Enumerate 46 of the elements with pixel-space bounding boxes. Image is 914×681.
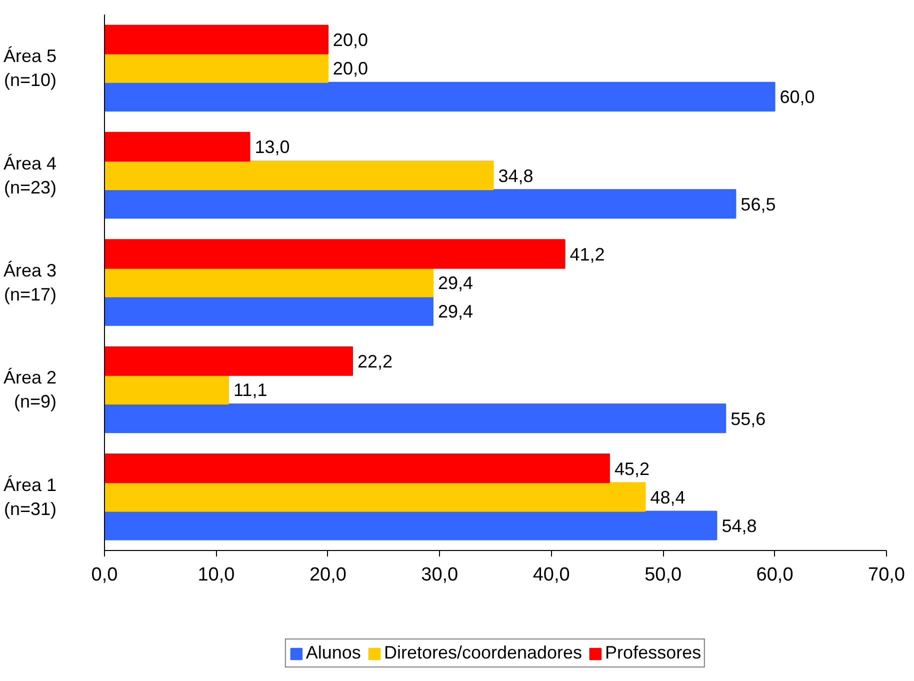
data-label: 29,4 (438, 302, 473, 322)
bar (104, 296, 434, 326)
y-tick-label: Área 5 (n=10) (3, 46, 57, 90)
y-tick-label: Área 1 (n=31) (3, 474, 57, 519)
y-tick-label: Área 3 (n=17) (3, 260, 57, 304)
legend-label: Diretores/coordenadores (384, 642, 582, 664)
data-label: 13,0 (254, 137, 290, 158)
bar (104, 454, 610, 484)
y-tick-label: Área 4 (n=23) (3, 153, 57, 198)
data-label: 34,8 (498, 166, 534, 186)
x-tick-label: 50,0 (644, 564, 682, 586)
x-tick-label: 30,0 (421, 564, 458, 586)
bar (104, 24, 328, 54)
y-tick-label: Área 2 (n=9) (3, 368, 57, 412)
data-label: 20,0 (332, 30, 368, 50)
bar (104, 53, 328, 83)
bar (104, 189, 736, 219)
x-tick-label: 20,0 (309, 564, 346, 586)
data-label: 60,0 (780, 87, 815, 108)
x-tick-label: 60,0 (756, 564, 794, 586)
x-tick-label: 10,0 (198, 564, 235, 586)
bar (104, 239, 566, 269)
x-tick-label: 0,0 (91, 564, 118, 586)
bar (104, 268, 434, 298)
bar (104, 346, 354, 376)
data-label: 56,5 (740, 194, 776, 214)
bar (104, 482, 646, 512)
data-label: 20,0 (332, 58, 368, 79)
x-tick-label: 70,0 (868, 564, 905, 586)
legend-label: Professores (605, 642, 702, 664)
data-label: 41,2 (570, 244, 605, 264)
bar (104, 132, 250, 162)
data-label: 54,8 (722, 516, 757, 536)
x-tick-label: 40,0 (532, 564, 570, 586)
data-label: 55,6 (730, 408, 766, 429)
bar (104, 510, 718, 540)
bar (104, 160, 494, 190)
legend-label: Alunos (306, 642, 361, 664)
data-label: 48,4 (650, 487, 686, 508)
bar (104, 403, 726, 434)
data-label: 11,1 (234, 380, 268, 400)
bar (104, 82, 776, 112)
data-label: 45,2 (614, 458, 650, 479)
data-label: 29,4 (438, 273, 473, 293)
bar (104, 374, 230, 404)
data-label: 22,2 (358, 352, 393, 372)
